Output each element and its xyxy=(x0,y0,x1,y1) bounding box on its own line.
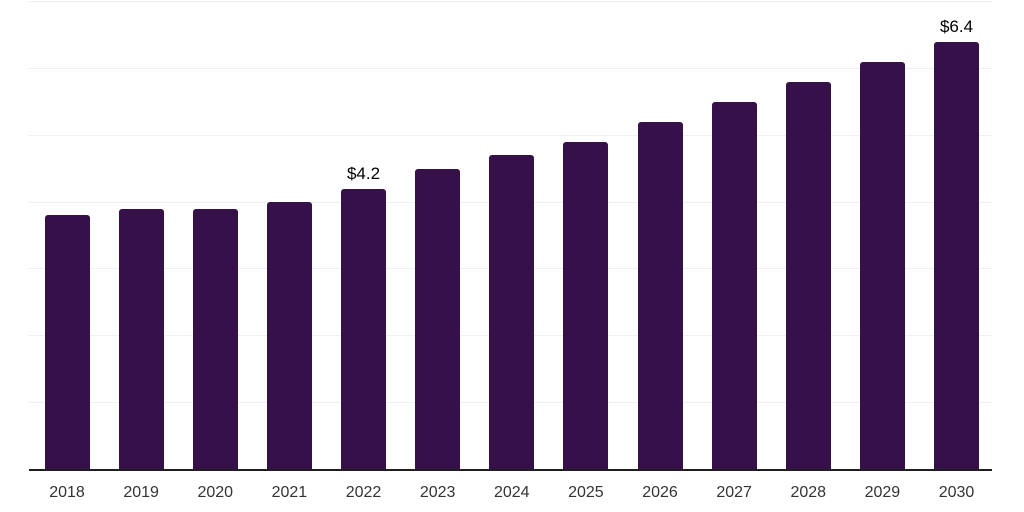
bar-2018 xyxy=(44,215,90,470)
x-tick-label-2027: 2027 xyxy=(716,484,752,501)
bar-2026 xyxy=(637,121,683,470)
x-tick-label-2028: 2028 xyxy=(790,484,827,501)
x-tick-label-2018: 2018 xyxy=(49,484,85,501)
gridline xyxy=(29,134,992,136)
bar-2023 xyxy=(415,168,461,470)
gridline xyxy=(29,1,992,3)
x-tick-label-2021: 2021 xyxy=(271,484,308,501)
bar-value-label-2022: $4.2 xyxy=(346,163,381,183)
bar-value-label-2030: $6.4 xyxy=(939,16,974,36)
bar-2021 xyxy=(266,202,312,470)
bar-2020 xyxy=(192,208,238,470)
x-tick-label-2030: 2030 xyxy=(938,484,975,501)
gridline xyxy=(29,67,992,69)
bar-2029 xyxy=(859,61,905,470)
bar-2025 xyxy=(563,141,609,470)
x-tick-label-2029: 2029 xyxy=(864,484,901,501)
bar-2024 xyxy=(489,155,535,470)
bar-2027 xyxy=(711,101,757,470)
x-tick-label-2026: 2026 xyxy=(642,484,678,501)
x-tick-label-2024: 2024 xyxy=(493,484,530,501)
bar-2028 xyxy=(785,81,831,470)
x-tick-label-2023: 2023 xyxy=(419,484,456,501)
bar-2019 xyxy=(118,208,164,470)
x-axis-line xyxy=(29,468,992,471)
x-tick-label-2019: 2019 xyxy=(123,484,159,501)
x-tick-label-2020: 2020 xyxy=(197,484,234,501)
bar-2022 xyxy=(341,188,386,470)
x-tick-label-2022: 2022 xyxy=(345,484,382,501)
x-tick-label-2025: 2025 xyxy=(568,484,604,501)
bar-2030 xyxy=(934,41,979,470)
